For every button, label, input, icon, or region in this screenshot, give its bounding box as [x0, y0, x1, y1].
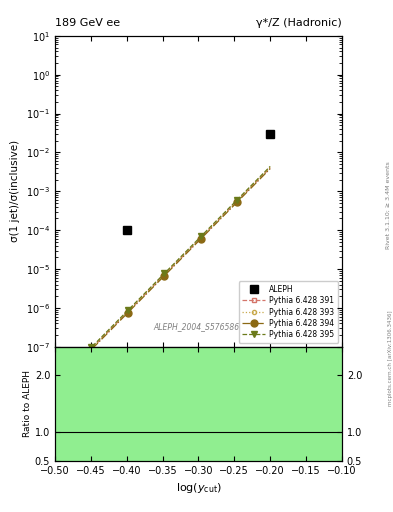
- Pythia 6.428 393: [115, 319, 119, 325]
- Line: ALEPH: ALEPH: [123, 130, 274, 234]
- Legend: ALEPH, Pythia 6.428 391, Pythia 6.428 393, Pythia 6.428 394, Pythia 6.428 395: ALEPH, Pythia 6.428 391, Pythia 6.428 39…: [239, 281, 338, 343]
- Y-axis label: σ(1 jet)/σ(inclusive): σ(1 jet)/σ(inclusive): [10, 140, 20, 242]
- Pythia 6.428 393: [126, 308, 130, 314]
- Text: 189 GeV ee: 189 GeV ee: [55, 18, 120, 28]
- Line: Pythia 6.428 394: Pythia 6.428 394: [51, 165, 274, 390]
- Pythia 6.428 394: [187, 247, 192, 253]
- Text: γ*/Z (Hadronic): γ*/Z (Hadronic): [256, 18, 342, 28]
- Pythia 6.428 391: [126, 309, 130, 315]
- Pythia 6.428 393: [107, 327, 112, 333]
- Pythia 6.428 391: [89, 346, 94, 352]
- Pythia 6.428 394: [53, 383, 57, 390]
- Line: Pythia 6.428 393: Pythia 6.428 393: [53, 165, 272, 387]
- Pythia 6.428 395: [126, 307, 130, 313]
- Text: mcplots.cern.ch [arXiv:1306.3436]: mcplots.cern.ch [arXiv:1306.3436]: [387, 311, 393, 406]
- Pythia 6.428 395: [53, 381, 57, 387]
- Pythia 6.428 395: [268, 163, 273, 169]
- Pythia 6.428 393: [187, 245, 192, 251]
- Pythia 6.428 391: [122, 312, 127, 318]
- Line: Pythia 6.428 391: Pythia 6.428 391: [53, 166, 272, 388]
- Pythia 6.428 394: [107, 328, 112, 334]
- ALEPH: [125, 227, 129, 233]
- Pythia 6.428 391: [187, 246, 192, 252]
- Pythia 6.428 394: [126, 310, 130, 316]
- Pythia 6.428 395: [115, 318, 119, 325]
- Y-axis label: Ratio to ALEPH: Ratio to ALEPH: [23, 370, 32, 437]
- Pythia 6.428 393: [268, 164, 273, 170]
- Pythia 6.428 391: [115, 320, 119, 326]
- X-axis label: $\log(y_{\rm cut})$: $\log(y_{\rm cut})$: [176, 481, 221, 495]
- Pythia 6.428 393: [53, 382, 57, 388]
- Pythia 6.428 395: [187, 244, 192, 250]
- Pythia 6.428 391: [268, 165, 273, 171]
- Pythia 6.428 393: [122, 312, 127, 318]
- ALEPH: [268, 131, 273, 137]
- Pythia 6.428 395: [89, 344, 94, 350]
- Pythia 6.428 394: [122, 313, 127, 319]
- Pythia 6.428 395: [122, 311, 127, 317]
- Pythia 6.428 394: [268, 165, 273, 172]
- Pythia 6.428 394: [115, 321, 119, 327]
- Pythia 6.428 393: [89, 345, 94, 351]
- Pythia 6.428 394: [89, 347, 94, 353]
- Pythia 6.428 391: [53, 382, 57, 389]
- Text: Rivet 3.1.10; ≥ 3.4M events: Rivet 3.1.10; ≥ 3.4M events: [386, 161, 391, 249]
- Pythia 6.428 391: [107, 327, 112, 333]
- Text: ALEPH_2004_S5765862: ALEPH_2004_S5765862: [153, 322, 244, 331]
- Line: Pythia 6.428 395: Pythia 6.428 395: [52, 163, 273, 387]
- Pythia 6.428 395: [107, 326, 112, 332]
